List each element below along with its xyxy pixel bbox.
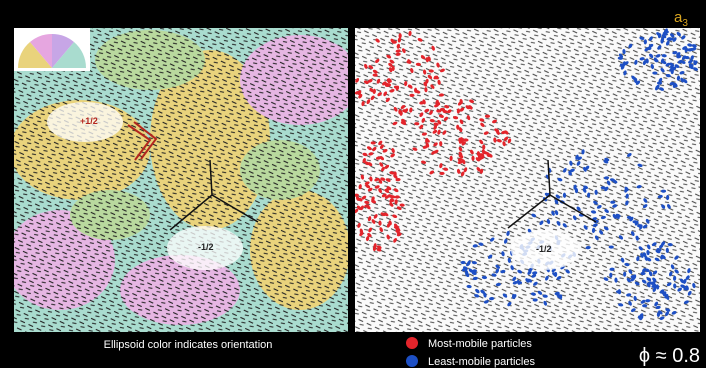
left-panel: +1/2 -1/2 (5, 28, 360, 332)
caption: Ellipsoid color indicates orientation (104, 339, 273, 351)
defect-label: -1/2 (536, 244, 552, 254)
legend-label: Least-mobile particles (428, 356, 535, 368)
particle (460, 261, 465, 264)
legend-dot (406, 337, 418, 349)
defect-label: +1/2 (80, 116, 98, 126)
color-wheel (14, 28, 90, 71)
packing-fraction: ϕ ≈ 0.8 (639, 345, 700, 367)
video-frame: +1/2 -1/2 -1/2 a3 Ellipsoid color indica… (0, 0, 706, 368)
particle (661, 190, 666, 193)
defect-label: -1/2 (198, 242, 214, 252)
particle (634, 78, 637, 83)
particle (409, 94, 414, 97)
legend-dot (406, 355, 418, 367)
particle (609, 245, 614, 248)
legend-label: Most-mobile particles (428, 338, 532, 350)
right-panel: -1/2 (353, 28, 700, 332)
corner-subscript: 3 (682, 18, 688, 29)
